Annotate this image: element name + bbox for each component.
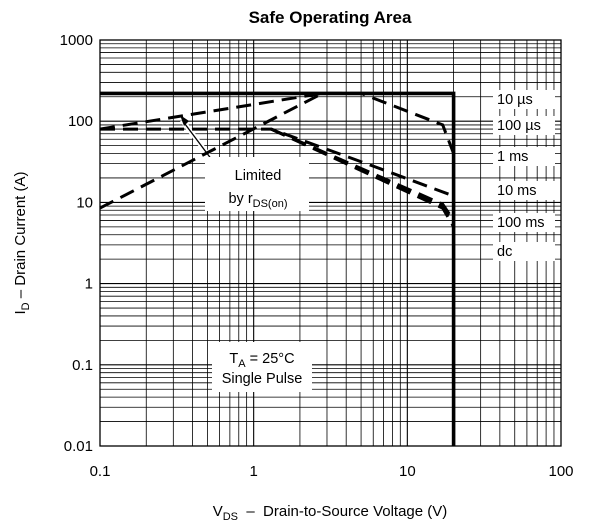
x-tick-label: 0.1	[90, 463, 111, 480]
x-axis-label-rest: – Drain-to-Source Voltage (V)	[238, 503, 447, 520]
series-line	[99, 91, 456, 155]
series-label: dc	[497, 244, 512, 260]
grid	[99, 39, 562, 447]
x-tick-label: 100	[548, 463, 573, 480]
series-label: 10 ms	[497, 183, 537, 199]
series-label: 100 µs	[497, 118, 541, 134]
y-tick-label: 100	[68, 113, 93, 130]
leader-arrowhead	[180, 115, 189, 126]
conditions-line1-rest: = 25°C	[246, 351, 295, 367]
limited-label-line2: by rDS(on)	[228, 191, 287, 210]
series-line	[270, 127, 455, 228]
series-line	[100, 127, 455, 198]
series-label-bg	[493, 116, 555, 135]
x-axis-label-main: V	[213, 503, 223, 520]
series-label: 1 ms	[497, 149, 528, 165]
limited-label-bg	[205, 157, 309, 211]
series-label: 100 ms	[497, 215, 545, 231]
y-tick-label: 1000	[60, 32, 93, 49]
conditions-line1: TA = 25°C	[229, 351, 294, 370]
y-tick-label: 0.1	[72, 357, 93, 374]
axis-labels: VDS – Drain-to-Source Voltage (V) ID – Dr…	[12, 172, 447, 524]
x-axis-label: VDS – Drain-to-Source Voltage (V)	[213, 503, 448, 523]
series-label-bg	[493, 181, 555, 200]
limited-label-line2-sub: DS(on)	[253, 198, 288, 210]
series-line	[270, 127, 455, 222]
y-tick-label: 0.01	[64, 438, 93, 455]
y-axis-label-rest: – Drain Current (A)	[12, 172, 29, 303]
series-label-bg	[493, 90, 555, 109]
y-tick-label: 10	[76, 194, 93, 211]
soa-curves	[99, 91, 456, 446]
series-label: 10 µs	[497, 92, 533, 108]
conditions-label-bg	[212, 342, 312, 392]
y-axis-label: ID – Drain Current (A)	[12, 172, 32, 315]
plot-frame	[99, 39, 562, 447]
y-axis-label-sub: D	[20, 302, 32, 310]
x-axis-label-sub: DS	[223, 511, 238, 523]
conditions-line1-main: T	[229, 351, 238, 367]
series-labels: 10 µs 100 µs 1 ms 10 ms 100 ms dc	[493, 90, 555, 261]
chart-title: Safe Operating Area	[249, 8, 412, 27]
x-tick-label: 1	[249, 463, 257, 480]
y-axis-label-main: I	[12, 310, 29, 314]
series-label-bg	[493, 242, 555, 261]
series-label-bg	[493, 147, 555, 166]
tick-labels: 0.1 1 10 100 0.01 0.1 1 10 100 1000	[60, 32, 574, 480]
series-line	[99, 92, 324, 210]
conditions-line2: Single Pulse	[222, 371, 303, 387]
series-label-bg	[493, 213, 555, 232]
series-line	[100, 91, 456, 446]
conditions-line1-sub: A	[238, 358, 246, 370]
y-tick-label: 1	[85, 276, 93, 293]
limited-label-line2-main: by r	[228, 191, 252, 207]
x-tick-label: 10	[399, 463, 416, 480]
limited-label-line1: Limited	[235, 168, 282, 184]
series-line	[270, 127, 455, 225]
